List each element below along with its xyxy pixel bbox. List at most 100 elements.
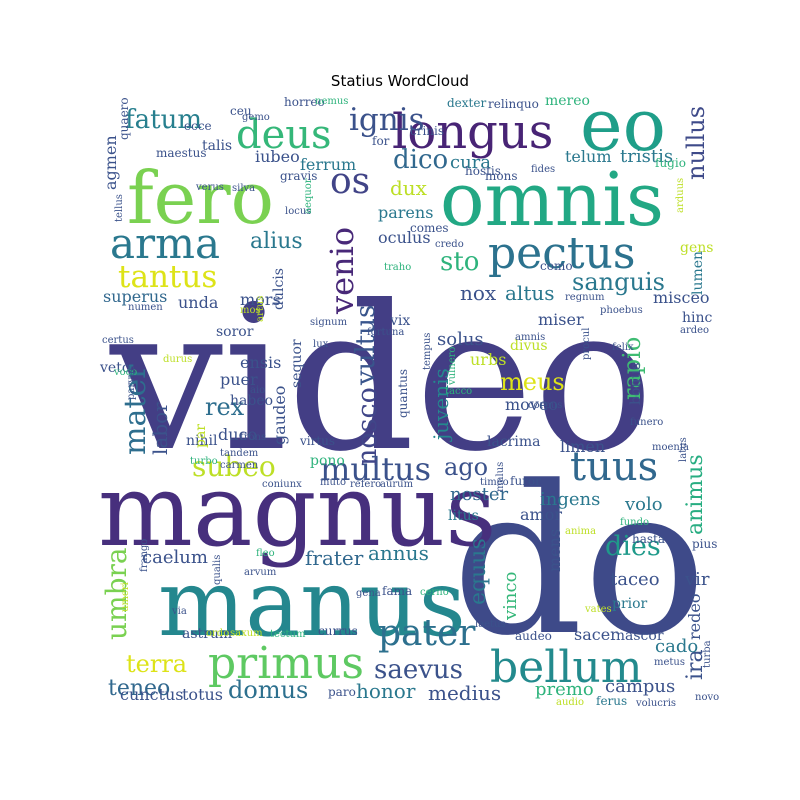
word-pono: pono — [310, 453, 345, 469]
word-do: do — [452, 443, 707, 681]
word-audio: audio — [556, 697, 584, 708]
word-miser: miser — [538, 310, 584, 329]
word-fero: fero — [127, 156, 274, 240]
word-moveo: moveo — [505, 395, 558, 414]
word-frango: frango — [139, 539, 150, 572]
word-juvenis: juvenis — [429, 368, 453, 442]
word-ago: ago — [444, 453, 488, 481]
word-litus: litus — [448, 508, 479, 524]
word-ira: ira — [683, 649, 708, 680]
word-duco: duco — [218, 425, 257, 444]
word-dexter: dexter — [447, 96, 486, 110]
word-fortuna: fortuna — [367, 327, 404, 338]
word-frons: frons — [240, 432, 266, 443]
word-vir: vir — [684, 569, 710, 590]
word-tectum: tectum — [270, 629, 306, 640]
word-vinco: vinco — [500, 572, 521, 621]
word-ignis: ignis — [349, 102, 425, 138]
word-veto: veto — [99, 360, 130, 376]
word-carmen: carmen — [220, 460, 259, 471]
word-laetus: laetus — [475, 619, 506, 630]
word-regnum: regnum — [565, 292, 605, 303]
word-agmen: agmen — [101, 135, 120, 190]
word-ferrum: ferrum — [300, 155, 356, 174]
word-vix: vix — [389, 313, 410, 329]
word-mens: mens — [545, 529, 564, 572]
word-timeo: timeo — [480, 477, 509, 488]
word-lumen: lumen — [690, 251, 706, 295]
word-unda: unda — [178, 293, 219, 312]
word-ceu: ceu — [230, 104, 252, 118]
word-aequor: aequor — [303, 178, 314, 214]
word-domus: domus — [228, 676, 308, 704]
word-habeo: habeo — [230, 393, 273, 409]
word-dulcis: dulcis — [271, 268, 287, 310]
word-superus: superus — [103, 287, 167, 306]
word-puer: puer — [220, 370, 258, 389]
word-lux: lux — [313, 339, 329, 350]
word-hasta: hasta — [632, 532, 665, 546]
word-novo: novo — [695, 692, 719, 703]
word-annus: annus — [368, 541, 429, 565]
word-frater: frater — [305, 546, 364, 570]
word-gena: gena — [356, 588, 381, 599]
word-cura: cura — [450, 152, 491, 173]
word-premo: premo — [535, 679, 594, 700]
word-felix: felix — [612, 342, 634, 353]
word-mater: mater — [118, 364, 153, 455]
word-pius: pius — [692, 537, 717, 551]
word-rapio: rapio — [618, 337, 646, 400]
word-os: os — [330, 161, 370, 202]
word-soror: soror — [216, 324, 254, 340]
word-ecce: ecce — [184, 119, 212, 133]
word-omnis: omnis — [440, 157, 664, 243]
word-sequor: sequor — [289, 339, 305, 388]
word-durus: durus — [163, 354, 192, 365]
word-mors: mors — [240, 290, 281, 309]
word-vulnero: vulnero — [447, 347, 458, 386]
word-divus: divus — [510, 338, 548, 354]
word-par: par — [193, 424, 209, 448]
word-gens: gens — [680, 240, 713, 256]
word-meus: meus — [500, 368, 565, 396]
word-tacco: tacco — [445, 386, 472, 397]
word-sacer: sacer — [574, 625, 618, 644]
word-dies: dies — [605, 531, 661, 562]
word-ordo: ordo — [206, 628, 229, 639]
word-metus: metus — [654, 657, 685, 668]
word-tandem: tandem — [220, 448, 259, 459]
word-paro: paro — [328, 685, 356, 699]
word-crinis: crinis — [410, 124, 444, 138]
word-refero: refero — [350, 479, 381, 490]
word-muto: muto — [320, 477, 346, 488]
word-mos: mos — [240, 305, 261, 316]
word-maestus: maestus — [156, 146, 207, 160]
word-nihil: nihil — [186, 433, 218, 449]
word-altus: altus — [505, 281, 555, 305]
word-saxum: saxum — [230, 628, 263, 639]
word-solus: solus — [437, 329, 484, 350]
word-ferus: ferus — [596, 694, 627, 708]
word-traho: traho — [384, 262, 411, 273]
word-cerno: cerno — [420, 587, 449, 598]
word-parvus: parvus — [126, 366, 137, 400]
word-lacrima: lacrima — [487, 434, 540, 450]
word-terra: terra — [126, 650, 187, 678]
word-comes: comes — [410, 221, 449, 235]
word-ingens: ingens — [540, 489, 600, 510]
word-saevus: saevus — [374, 655, 463, 685]
word-fides: fides — [531, 164, 555, 175]
word-numen: numen — [128, 302, 163, 313]
word-nascor: nascor — [616, 628, 664, 644]
word-equus: equus — [466, 538, 491, 605]
word-caelum: caelum — [142, 547, 208, 568]
word-rex: rex — [205, 393, 245, 421]
word-longus: longus — [392, 104, 553, 160]
word-vultus: vultus — [351, 305, 381, 386]
word-funero: funero — [630, 417, 663, 428]
word-umbra: umbra — [100, 547, 133, 640]
word-talis: talis — [202, 138, 232, 154]
word-iubeo: iubeo — [255, 147, 300, 166]
word-honor: honor — [356, 679, 416, 703]
word-video: video — [109, 263, 654, 496]
